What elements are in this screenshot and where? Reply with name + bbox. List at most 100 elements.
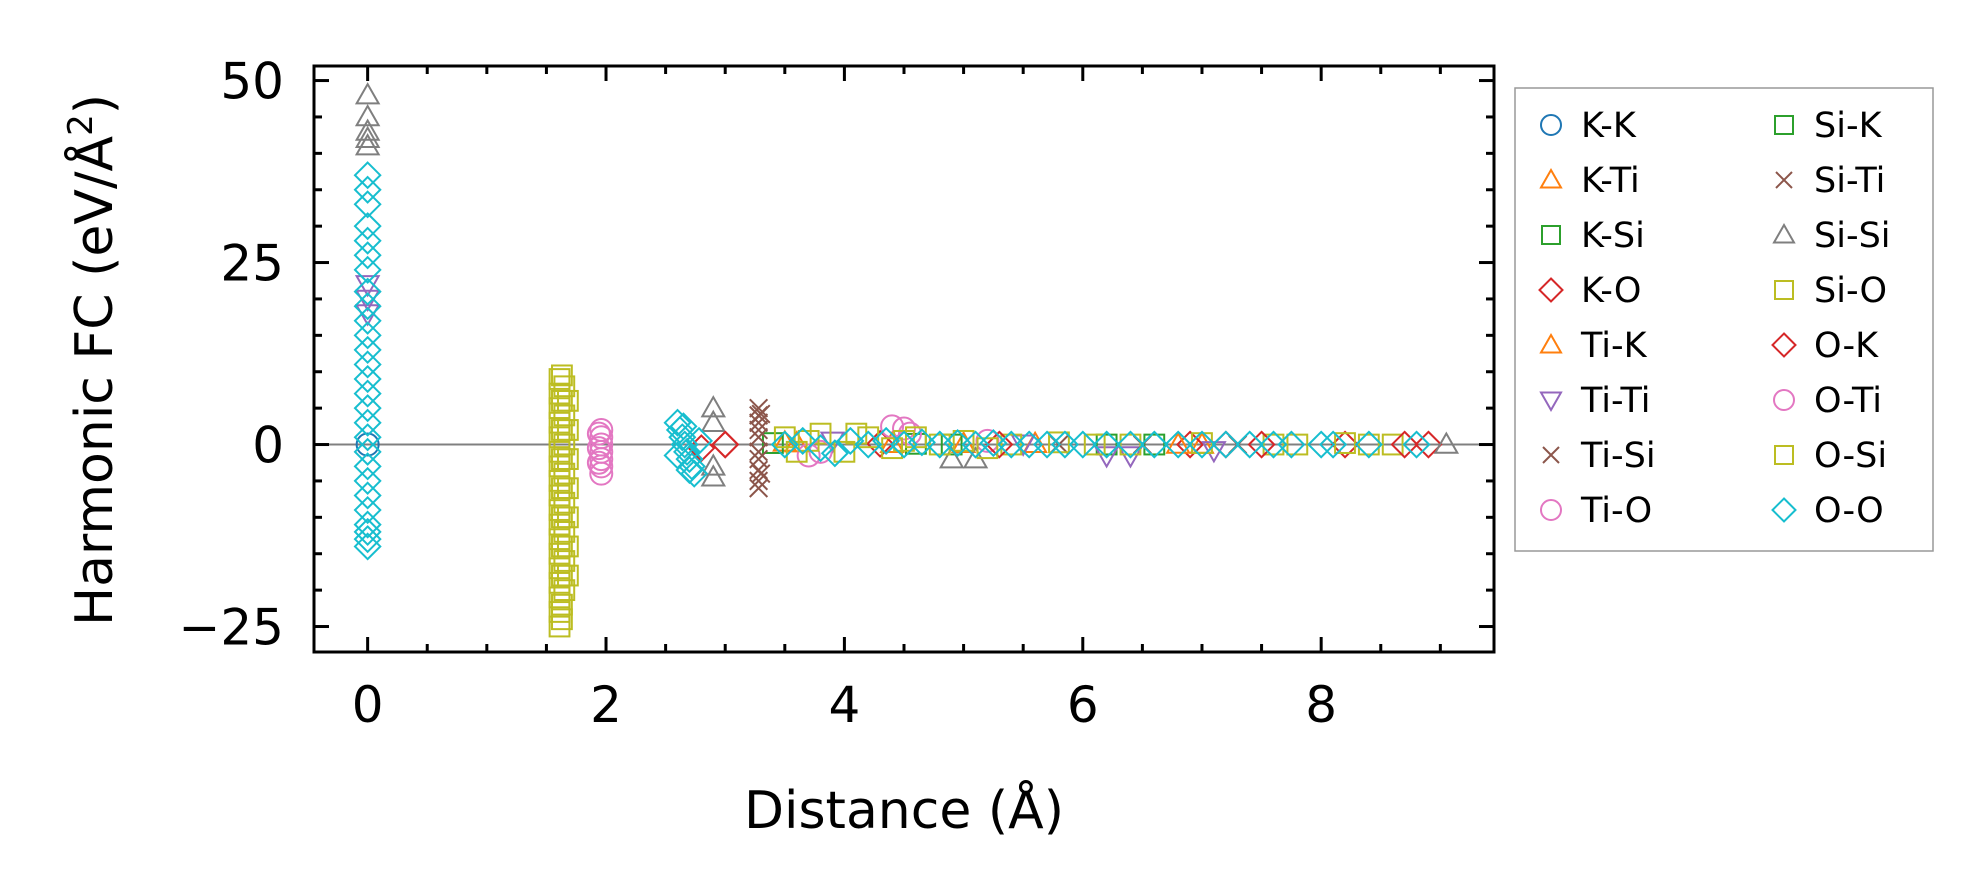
data-point (553, 550, 576, 572)
legend-label: Ti-Ti (1580, 381, 1650, 421)
series-o-ti (586, 421, 833, 475)
data-point (548, 557, 571, 580)
data-point (553, 520, 576, 543)
legend-entry: Ti-K (1539, 326, 1648, 366)
data-point (669, 412, 698, 441)
legend-label: Si-K (1814, 106, 1883, 146)
data-point (548, 368, 571, 390)
legend-marker (1771, 332, 1797, 358)
data-point (353, 495, 382, 525)
legend-marker (1771, 497, 1797, 523)
data-point (749, 427, 769, 447)
data-markers (353, 82, 1460, 638)
data-point (353, 437, 382, 466)
data-point (589, 454, 614, 479)
data-point (1402, 430, 1431, 459)
data-point (355, 432, 380, 457)
legend-entry: O-K (1771, 326, 1879, 366)
data-point (551, 477, 573, 500)
data-point (670, 430, 699, 459)
data-point (353, 525, 382, 554)
data-point (684, 426, 714, 455)
data-point (836, 426, 865, 455)
data-point (1307, 430, 1336, 459)
legend-marker (1774, 280, 1794, 300)
legend-label: K-Si (1581, 216, 1645, 256)
data-point (354, 125, 381, 149)
data-point (586, 421, 611, 446)
legend-marker (1773, 389, 1795, 411)
data-point (1140, 430, 1169, 459)
x-tick-label: 4 (828, 676, 860, 734)
data-point (700, 409, 727, 432)
legend-marker (1774, 445, 1794, 465)
data-point (354, 133, 381, 156)
y-tick-label: 25 (220, 235, 284, 293)
data-point (1093, 446, 1120, 469)
data-point (551, 608, 573, 631)
data-point (976, 437, 999, 460)
data-point (548, 586, 571, 609)
data-point (1000, 433, 1023, 456)
data-point (551, 389, 573, 412)
data-point (700, 464, 727, 487)
data-point (553, 433, 576, 456)
data-point (663, 408, 692, 437)
data-point (548, 571, 571, 594)
data-point (1390, 430, 1419, 459)
data-point (820, 439, 849, 468)
data-point (586, 450, 611, 475)
data-point (353, 277, 382, 306)
legend-entry: K-Ti (1539, 161, 1640, 201)
data-point (553, 491, 576, 514)
data-point (881, 437, 903, 460)
data-point (928, 433, 951, 456)
data-point (548, 615, 571, 638)
legend-entry: Si-Si (1772, 216, 1891, 256)
x-axis-title: Distance (Å) (744, 779, 1064, 841)
data-point (551, 564, 573, 587)
data-point (979, 429, 1008, 458)
data-point (675, 445, 704, 474)
data-point (907, 428, 936, 457)
data-point (905, 426, 927, 449)
legend-frame (1514, 87, 1934, 552)
data-point (586, 436, 611, 461)
data-point (553, 462, 576, 485)
data-point (788, 426, 817, 455)
data-point (353, 364, 382, 394)
legend-label: O-Si (1814, 436, 1887, 476)
legend-entry: Ti-Si (1542, 436, 1656, 476)
data-point (553, 579, 576, 602)
data-point (548, 528, 571, 551)
data-point (548, 411, 571, 434)
data-point (785, 440, 808, 463)
data-point (892, 416, 916, 441)
data-point (353, 241, 382, 270)
data-point (548, 397, 571, 420)
legend-marker (1775, 171, 1793, 189)
legend-label: K-Ti (1581, 161, 1640, 201)
data-point (548, 484, 571, 507)
data-point (353, 321, 382, 350)
data-point (353, 292, 382, 321)
data-point (354, 82, 381, 105)
data-point (548, 426, 571, 449)
data-point (751, 464, 771, 484)
data-point (353, 190, 382, 219)
data-point (551, 593, 573, 616)
data-point (353, 532, 382, 561)
data-point (749, 420, 769, 440)
data-point (749, 471, 769, 491)
data-point (761, 432, 784, 454)
data-point (1433, 431, 1460, 454)
legend-marker (1540, 499, 1562, 521)
data-point (806, 434, 835, 463)
x-tick-label: 0 (352, 676, 384, 734)
series-o-si (551, 364, 1380, 631)
data-point (353, 481, 382, 510)
legend-marker (1774, 115, 1794, 135)
legend-marker (1539, 391, 1563, 413)
data-point (548, 542, 571, 565)
